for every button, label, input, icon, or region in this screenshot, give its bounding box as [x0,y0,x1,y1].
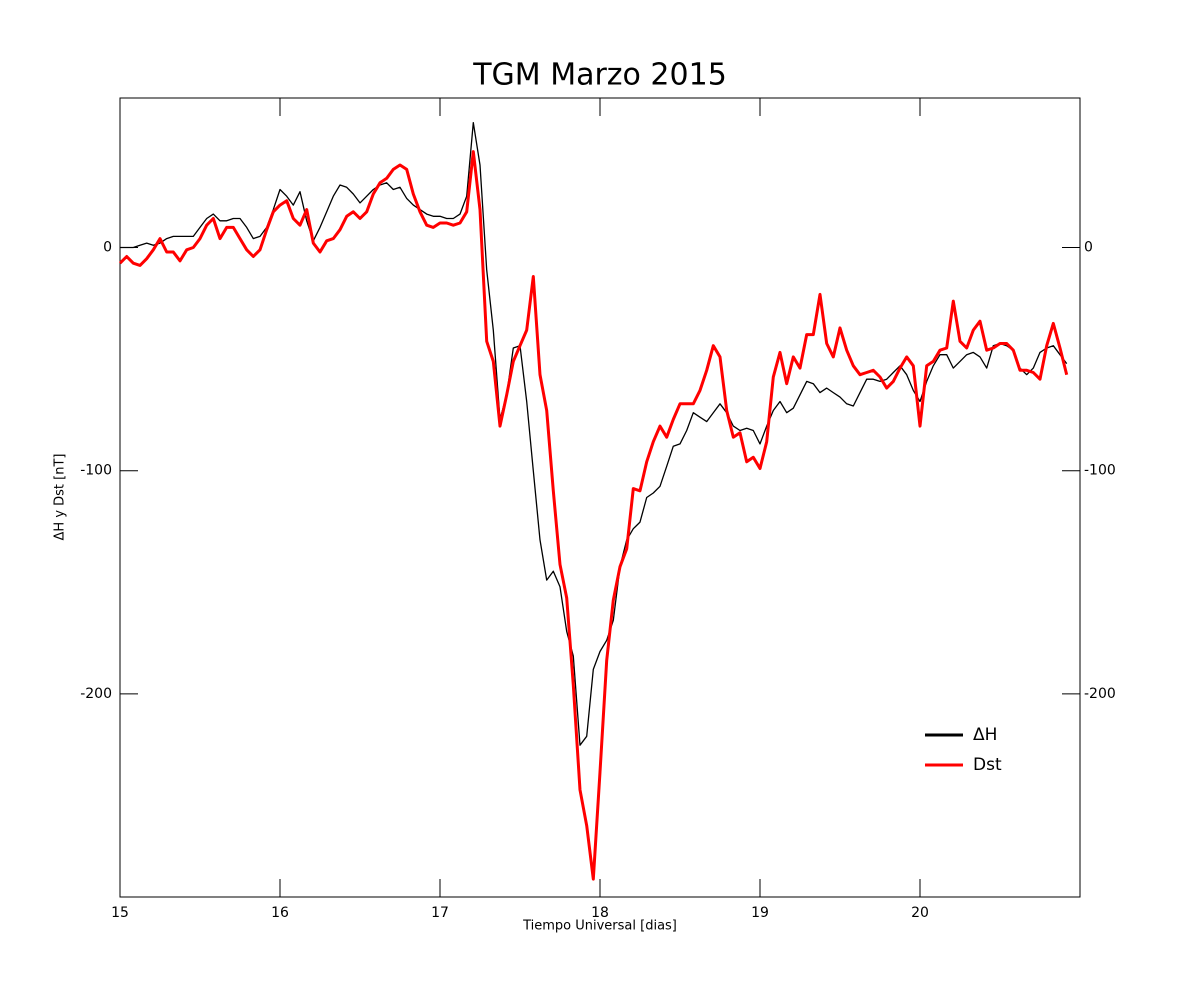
y2-tick-label: -200 [1084,686,1116,702]
chart-title: TGM Marzo 2015 [472,58,727,93]
y-tick-label: -100 [80,463,112,479]
data-line [118,150,1069,881]
x-tick-label: 18 [591,905,609,921]
data-line [120,121,1068,746]
y2-tick-label: 0 [1084,240,1093,256]
y-tick-label: -200 [80,686,112,702]
x-tick-label: 20 [911,905,929,921]
y-tick-label: 0 [103,240,112,256]
legend-label: ΔH [973,725,997,745]
x-axis-label: Tiempo Universal [dias] [522,919,677,934]
x-tick-label: 19 [751,905,769,921]
x-tick-label: 15 [111,905,129,921]
x-tick-label: 17 [431,905,449,921]
legend-label: Dst [973,755,1002,775]
x-tick-label: 16 [271,905,289,921]
y2-tick-label: -100 [1084,463,1116,479]
y-axis-label: ΔH y Dst [nT] [53,454,68,541]
